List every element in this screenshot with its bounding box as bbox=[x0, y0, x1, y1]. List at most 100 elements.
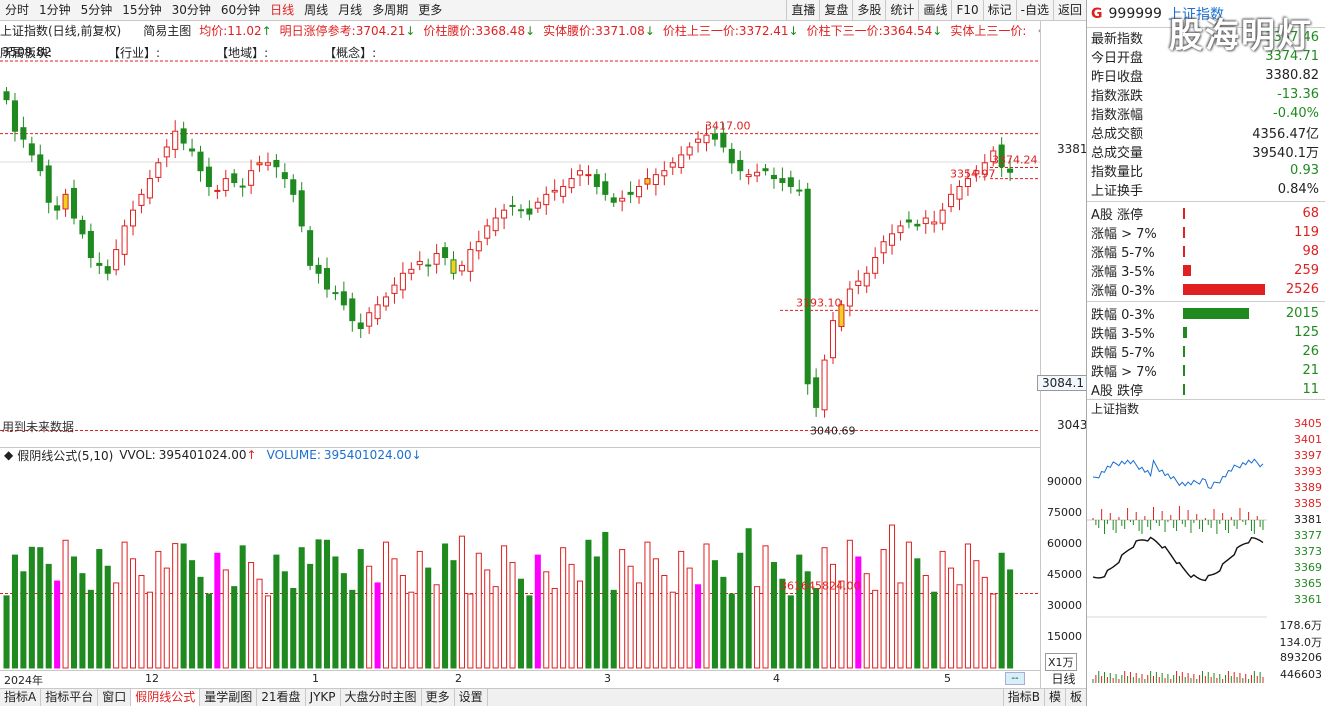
candle-body bbox=[467, 249, 474, 272]
candle-body bbox=[619, 197, 626, 202]
distribution-value: 2526 bbox=[1285, 282, 1319, 297]
timeframe-tab[interactable]: 多周期 bbox=[372, 2, 409, 17]
indicator-tab[interactable]: 更多 bbox=[422, 689, 455, 706]
volume-bar bbox=[956, 584, 963, 669]
candle-body bbox=[695, 138, 702, 143]
bottom-right-tab[interactable]: 模 bbox=[1043, 689, 1065, 706]
indicator-tab[interactable]: 窗口 bbox=[98, 689, 132, 706]
candlestick-chart[interactable]: 3417.00 3193.10 3040.69 3374.24 3354.97 3509… bbox=[0, 39, 1040, 447]
candle-body bbox=[846, 288, 853, 307]
volume-bar bbox=[172, 543, 179, 669]
category-tag[interactable]: 【行业】: bbox=[108, 46, 161, 60]
toolbar-button[interactable]: 直播 bbox=[786, 0, 819, 21]
candle bbox=[737, 150, 744, 181]
candle bbox=[804, 182, 811, 395]
candle bbox=[3, 87, 10, 105]
bottom-right-tab[interactable]: 指标B bbox=[1002, 689, 1044, 706]
candle-body bbox=[357, 322, 364, 330]
volume-bar bbox=[1007, 569, 1014, 669]
candle-body bbox=[939, 209, 946, 224]
indicator-tab[interactable]: 假阴线公式 bbox=[131, 689, 201, 706]
volume-bar bbox=[610, 589, 617, 669]
indicator-tab[interactable]: 指标A bbox=[0, 689, 42, 706]
candle-body bbox=[602, 181, 609, 195]
candle bbox=[366, 307, 373, 335]
mode-label[interactable]: 简易主图 bbox=[143, 23, 192, 38]
toolbar-button[interactable]: -自选 bbox=[1015, 0, 1053, 21]
timeframe-tab[interactable]: 60分钟 bbox=[220, 2, 261, 17]
timeframe-tab[interactable]: 15分钟 bbox=[122, 2, 162, 17]
indicator-tab[interactable]: 设置 bbox=[455, 689, 488, 706]
candle bbox=[644, 168, 651, 190]
toolbar-button[interactable]: 返回 bbox=[1052, 0, 1086, 21]
period-label[interactable]: 日线 bbox=[1040, 670, 1086, 688]
indicator-tab[interactable]: 大盘分时主图 bbox=[341, 689, 422, 706]
toolbar-button[interactable]: 画线 bbox=[918, 0, 951, 21]
timeframe-tab[interactable]: 更多 bbox=[418, 2, 443, 17]
timeframe-tab[interactable]: 日线 bbox=[270, 2, 295, 17]
candle bbox=[779, 167, 786, 192]
bottom-right-tab[interactable]: 板 bbox=[1064, 689, 1086, 706]
toolbar-button[interactable]: 统计 bbox=[885, 0, 918, 21]
indicator-arrow: ↓ bbox=[932, 23, 943, 38]
indicator-tab[interactable]: JYKP bbox=[306, 689, 341, 706]
volume-bar bbox=[754, 586, 761, 669]
distribution-row: A股 跌停 11 bbox=[1087, 380, 1325, 399]
candle-body bbox=[973, 170, 980, 175]
mini-axis-label: 3369 bbox=[1294, 561, 1322, 574]
volume-bar bbox=[442, 543, 449, 669]
volume-bar bbox=[189, 560, 196, 669]
category-tag[interactable]: 【地域】: bbox=[216, 46, 269, 60]
candle-body bbox=[501, 209, 508, 219]
candle bbox=[593, 169, 600, 195]
timeframe-tab[interactable]: 分时 bbox=[5, 2, 30, 17]
timeframe-tab[interactable]: 30分钟 bbox=[171, 2, 211, 17]
bottom-right-tabs: 指标B 模板 bbox=[1002, 689, 1086, 706]
candle bbox=[610, 193, 617, 207]
indicator-tab[interactable]: 指标平台 bbox=[41, 689, 99, 706]
indicator-tab[interactable]: 量学副图 bbox=[200, 689, 258, 706]
volume-bar bbox=[821, 547, 828, 669]
candle bbox=[54, 196, 61, 220]
toolbar-button[interactable]: 多股 bbox=[852, 0, 885, 21]
distribution-label: A股 跌停 bbox=[1091, 384, 1144, 399]
candle bbox=[973, 165, 980, 182]
sub-indicator-name[interactable]: 假阴线公式(5,10) bbox=[17, 448, 114, 463]
top-left-value: 3509.82 bbox=[2, 45, 52, 59]
volume-chart[interactable]: 361645824.00 bbox=[0, 462, 1040, 670]
stock-name[interactable]: 上证指数 bbox=[1167, 6, 1224, 23]
candle-body bbox=[28, 143, 35, 156]
candle-body bbox=[79, 219, 86, 235]
indicator-tab[interactable]: 21看盘 bbox=[257, 689, 306, 706]
more-arrows-icon[interactable]: ◇ ▶ bbox=[1038, 23, 1040, 37]
volume-bar bbox=[408, 591, 415, 669]
candle bbox=[880, 235, 887, 264]
candle-body bbox=[678, 154, 685, 169]
toolbar-button[interactable]: F10 bbox=[951, 0, 982, 21]
stat-row: 昨日收盘 3380.82 bbox=[1087, 66, 1325, 85]
price-axis: 3381 3084.1 3043 bbox=[1037, 21, 1089, 447]
volume-bar bbox=[880, 549, 887, 669]
scroll-indicator[interactable]: -- bbox=[1005, 672, 1025, 685]
candle bbox=[990, 146, 997, 167]
timeframe-tab[interactable]: 1分钟 bbox=[39, 2, 71, 17]
timeframe-tab[interactable]: 5分钟 bbox=[80, 2, 113, 17]
intraday-mini-chart[interactable]: 3405 3401 3397 3393 3389 3385 3381 3377 3373 3369… bbox=[1087, 417, 1325, 685]
volume-bar bbox=[332, 556, 339, 669]
candle bbox=[307, 225, 314, 271]
sub-collapse-icon[interactable]: ◆ bbox=[4, 448, 14, 462]
volume-bar bbox=[70, 556, 78, 669]
toolbar-button[interactable]: 复盘 bbox=[819, 0, 852, 21]
timeframe-tab[interactable]: 周线 bbox=[304, 2, 329, 17]
category-tag[interactable]: 所属板块: bbox=[0, 46, 53, 60]
category-tag[interactable]: 【概念】: bbox=[324, 46, 377, 60]
top-toolbar: 分时 1分钟 5分钟 15分钟 30分钟 60分钟 日线 周线 月线 多周期 更多 直播 复盘 多股 统计… bbox=[0, 0, 1086, 21]
volume-bar bbox=[290, 587, 297, 669]
timeframe-tab[interactable]: 月线 bbox=[338, 2, 363, 17]
candle bbox=[576, 164, 584, 187]
toolbar-button[interactable]: 标记 bbox=[982, 0, 1016, 21]
candle bbox=[340, 281, 347, 311]
candle bbox=[391, 277, 398, 304]
candle-body bbox=[897, 225, 904, 234]
stat-value: 3367.46 bbox=[1265, 30, 1319, 45]
